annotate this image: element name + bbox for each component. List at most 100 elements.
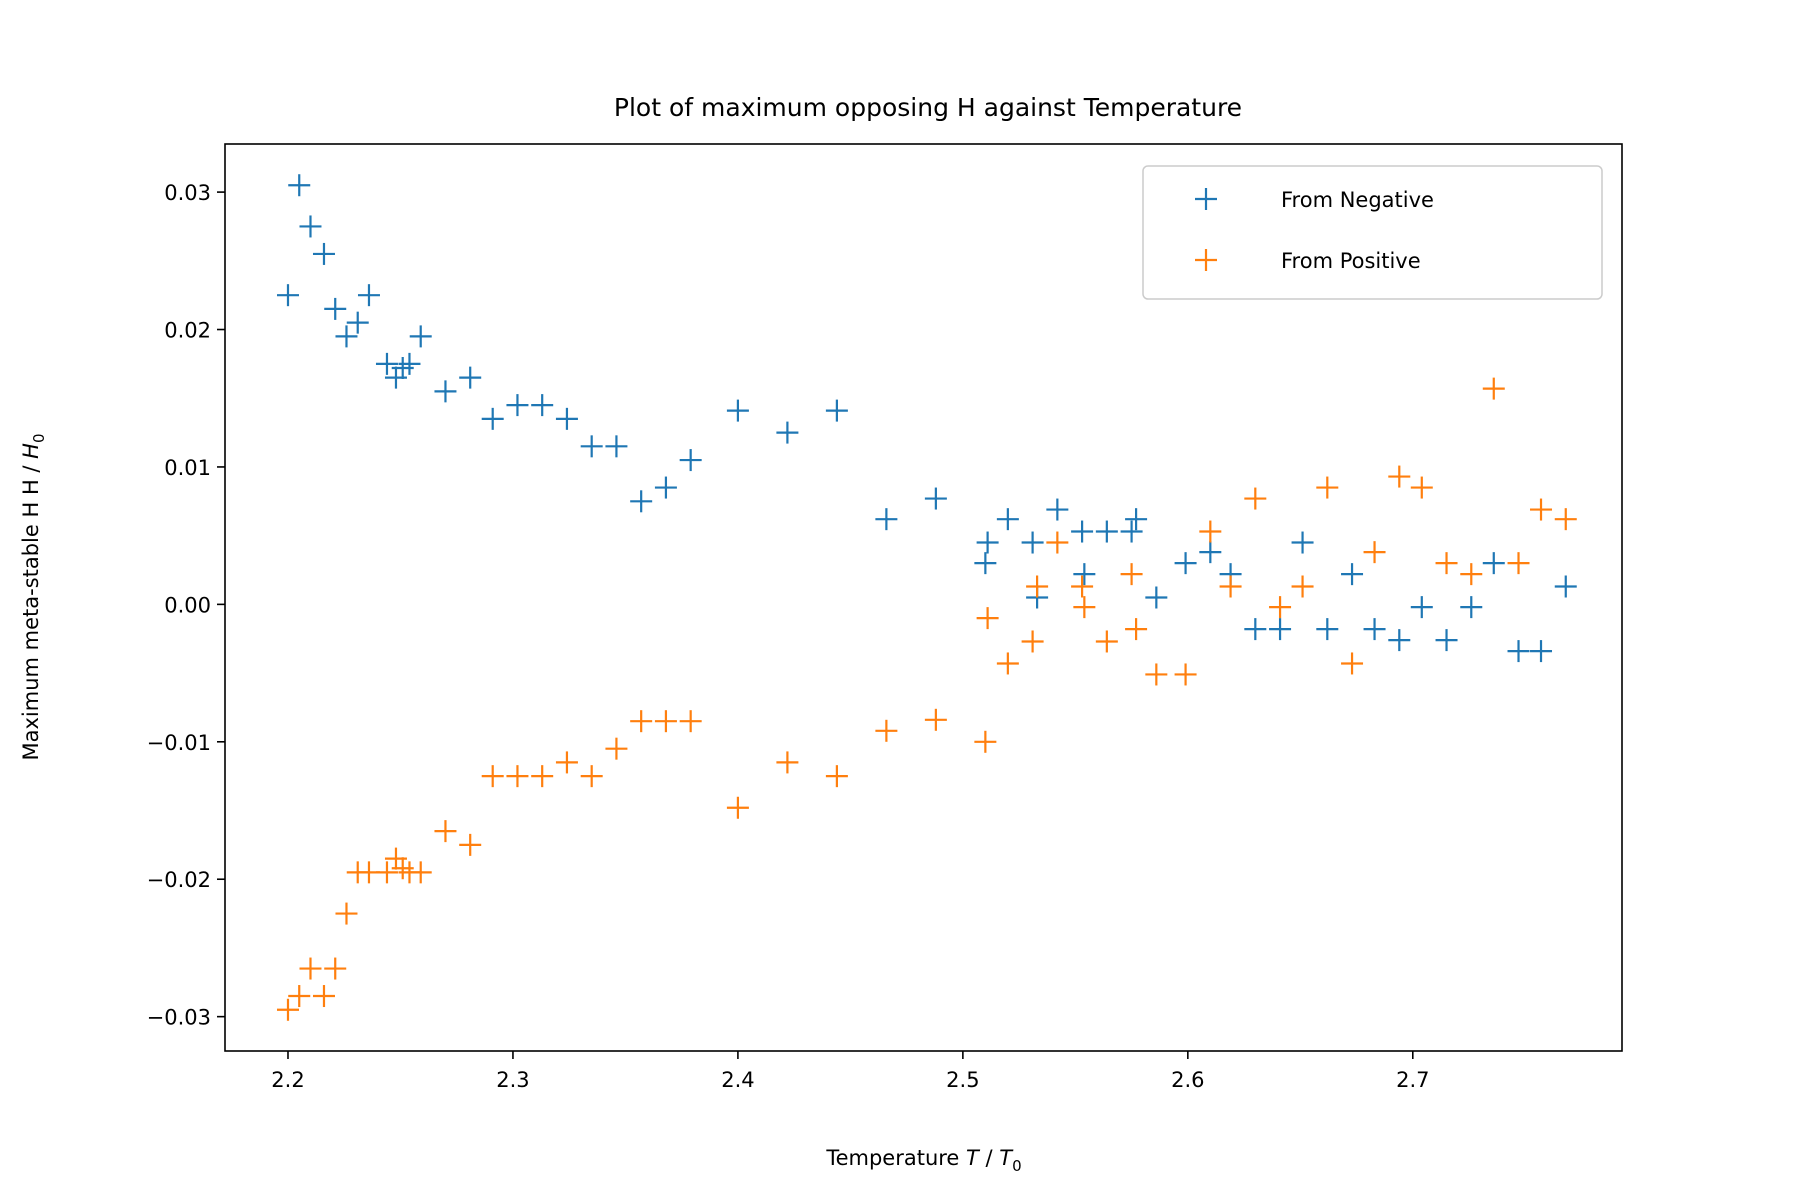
x-tick-label: 2.4 [721, 1068, 754, 1092]
data-point-from-positive [679, 710, 702, 733]
legend-label-from-positive: From Positive [1281, 249, 1421, 273]
data-point-from-positive [1026, 575, 1049, 598]
legend-label-from-negative: From Negative [1281, 188, 1434, 212]
x-axis-label: Temperature T / T0 [825, 1146, 1021, 1175]
plot-area-frame [224, 143, 1623, 1052]
data-point-from-negative [324, 297, 347, 320]
data-point-from-positive [1554, 508, 1577, 531]
data-point-from-negative [976, 531, 999, 554]
data-point-from-positive [335, 902, 358, 925]
data-point-from-positive [1482, 377, 1505, 400]
data-point-from-negative [398, 352, 421, 375]
data-point-from-negative [1460, 596, 1483, 619]
data-point-from-negative [1363, 618, 1386, 641]
data-point-from-negative [506, 394, 529, 417]
data-point-from-negative [974, 552, 997, 575]
x-tick-label: 2.5 [946, 1068, 979, 1092]
data-point-from-positive [312, 985, 335, 1008]
data-point-from-negative [924, 487, 947, 510]
data-point-from-positive [1120, 563, 1143, 586]
x-tick-label: 2.6 [1171, 1068, 1204, 1092]
y-tick-label: −0.03 [147, 1006, 211, 1030]
data-point-from-positive [1095, 630, 1118, 653]
data-point-from-positive [976, 607, 999, 630]
data-point-from-positive [1021, 630, 1044, 653]
data-point-from-negative [580, 435, 603, 458]
data-point-from-negative [312, 242, 335, 265]
data-point-from-negative [531, 394, 554, 417]
y-tick-label: 0.03 [164, 181, 211, 205]
data-point-from-negative [1435, 629, 1458, 652]
data-point-from-positive [375, 861, 398, 884]
data-point-from-positive [1316, 476, 1339, 499]
x-axis-label-unit-sub: 0 [1012, 1157, 1022, 1175]
data-point-from-positive [299, 957, 322, 980]
data-point-from-negative [996, 508, 1019, 531]
data-point-from-negative [481, 407, 504, 430]
data-point-from-positive [605, 737, 628, 760]
markers-layer [276, 174, 1577, 1021]
data-point-from-positive [580, 765, 603, 788]
legend-marker-from-negative [1195, 188, 1217, 210]
x-axis-label-prefix: Temperature [825, 1146, 966, 1170]
data-point-from-positive [1244, 487, 1267, 510]
legend-plus-icon [1195, 249, 1217, 271]
data-point-from-positive [924, 708, 947, 731]
data-point-from-positive [974, 730, 997, 753]
x-tick-label: 2.7 [1396, 1068, 1429, 1092]
data-point-from-negative [1291, 531, 1314, 554]
data-point-from-negative [1388, 629, 1411, 652]
data-point-from-negative [1554, 575, 1577, 598]
data-point-from-negative [1482, 552, 1505, 575]
data-point-from-positive [825, 765, 848, 788]
data-point-from-positive [1199, 520, 1222, 543]
data-point-from-negative [654, 476, 677, 499]
data-point-from-negative [1073, 563, 1096, 586]
data-point-from-negative [276, 284, 299, 307]
data-point-from-positive [1435, 552, 1458, 575]
data-point-from-negative [346, 311, 369, 334]
data-point-from-positive [1460, 563, 1483, 586]
data-point-from-positive [1174, 663, 1197, 686]
data-point-from-negative [1120, 520, 1143, 543]
data-point-from-positive [1219, 575, 1242, 598]
data-point-from-negative [1145, 586, 1168, 609]
data-point-from-positive [1507, 552, 1530, 575]
data-point-from-negative [1095, 520, 1118, 543]
data-point-from-positive [1073, 596, 1096, 619]
x-tick-label: 2.2 [271, 1068, 304, 1092]
data-point-from-negative [1125, 508, 1148, 531]
data-point-from-positive [875, 719, 898, 742]
legend-box [1142, 165, 1603, 300]
data-point-from-positive [654, 710, 677, 733]
data-point-from-negative [335, 325, 358, 348]
y-tick-label: −0.01 [147, 731, 211, 755]
data-point-from-positive [1388, 465, 1411, 488]
data-point-from-negative [1507, 640, 1530, 663]
data-point-from-positive [1269, 596, 1292, 619]
y-tick-label: −0.02 [147, 868, 211, 892]
data-point-from-negative [605, 435, 628, 458]
data-point-from-positive [506, 765, 529, 788]
data-point-from-positive [1363, 541, 1386, 564]
y-tick-label: 0.02 [164, 319, 211, 343]
y-axis-label-unit-sub: 0 [30, 433, 48, 443]
data-point-from-positive [1410, 476, 1433, 499]
data-point-from-negative [875, 508, 898, 531]
data-point-from-negative [679, 449, 702, 472]
data-point-from-negative [1341, 563, 1364, 586]
data-point-from-negative [825, 399, 848, 422]
data-point-from-negative [1410, 596, 1433, 619]
y-tick-label: 0.01 [164, 456, 211, 480]
data-point-from-positive [1291, 575, 1314, 598]
data-point-from-positive [276, 998, 299, 1021]
data-point-from-negative [1046, 498, 1069, 521]
data-point-from-positive [324, 957, 347, 980]
data-point-from-negative [375, 352, 398, 375]
data-point-from-positive [288, 985, 311, 1008]
data-point-from-positive [726, 796, 749, 819]
data-point-from-negative [630, 490, 653, 513]
data-point-from-positive [459, 833, 482, 856]
data-point-from-positive [481, 765, 504, 788]
data-point-from-negative [299, 215, 322, 238]
